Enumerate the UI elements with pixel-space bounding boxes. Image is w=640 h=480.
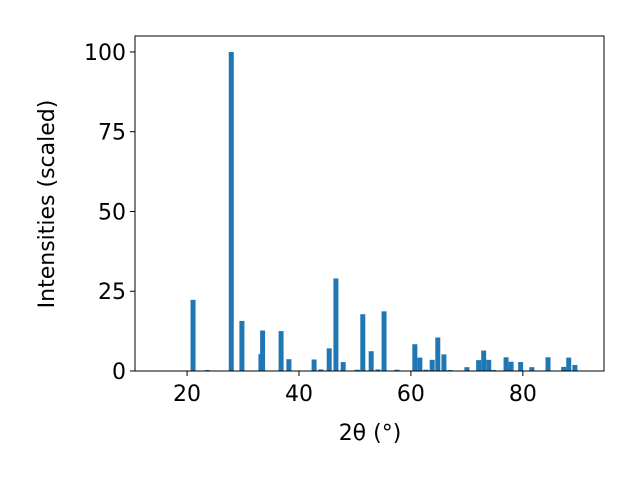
bar: [381, 311, 387, 371]
y-tick-label: 100: [84, 41, 126, 66]
bar: [354, 369, 360, 371]
x-tick-label: 40: [285, 382, 313, 407]
x-tick-label: 20: [173, 382, 201, 407]
bar: [503, 357, 509, 371]
y-tick-label: 50: [98, 200, 126, 225]
bar: [481, 350, 487, 371]
bar: [368, 351, 374, 371]
bar: [412, 344, 418, 371]
bar: [286, 359, 292, 371]
y-tick-label: 25: [98, 280, 126, 305]
x-tick-label: 80: [509, 382, 537, 407]
y-tick-label: 0: [112, 360, 126, 385]
bar: [318, 369, 324, 371]
x-tick-label: 60: [397, 382, 425, 407]
plot-frame: [134, 35, 605, 372]
bar: [326, 348, 332, 371]
bar: [545, 357, 551, 371]
bar: [239, 320, 245, 371]
bar: [423, 369, 429, 371]
bar: [333, 278, 339, 371]
bar: [508, 361, 514, 371]
bar: [260, 330, 266, 371]
bar: [486, 359, 492, 371]
bar: [190, 299, 196, 371]
y-tick-label: 75: [98, 121, 126, 146]
bar: [464, 367, 470, 371]
bar: [429, 359, 435, 371]
bar: [441, 354, 447, 371]
bar: [228, 51, 234, 371]
bar: [360, 314, 366, 371]
bar: [518, 362, 524, 371]
bar: [311, 359, 317, 371]
bar: [561, 366, 567, 371]
bar: [476, 360, 482, 371]
y-axis-label: Intensities (scaled): [35, 100, 60, 309]
x-axis-label: 2θ (°): [339, 421, 402, 446]
bar: [572, 364, 578, 371]
bar: [394, 369, 400, 371]
bar: [566, 357, 572, 371]
bar: [529, 367, 535, 371]
bar: [340, 362, 346, 371]
bar: [435, 337, 441, 371]
bar: [417, 357, 423, 371]
bar: [375, 369, 381, 371]
bar: [278, 331, 284, 371]
